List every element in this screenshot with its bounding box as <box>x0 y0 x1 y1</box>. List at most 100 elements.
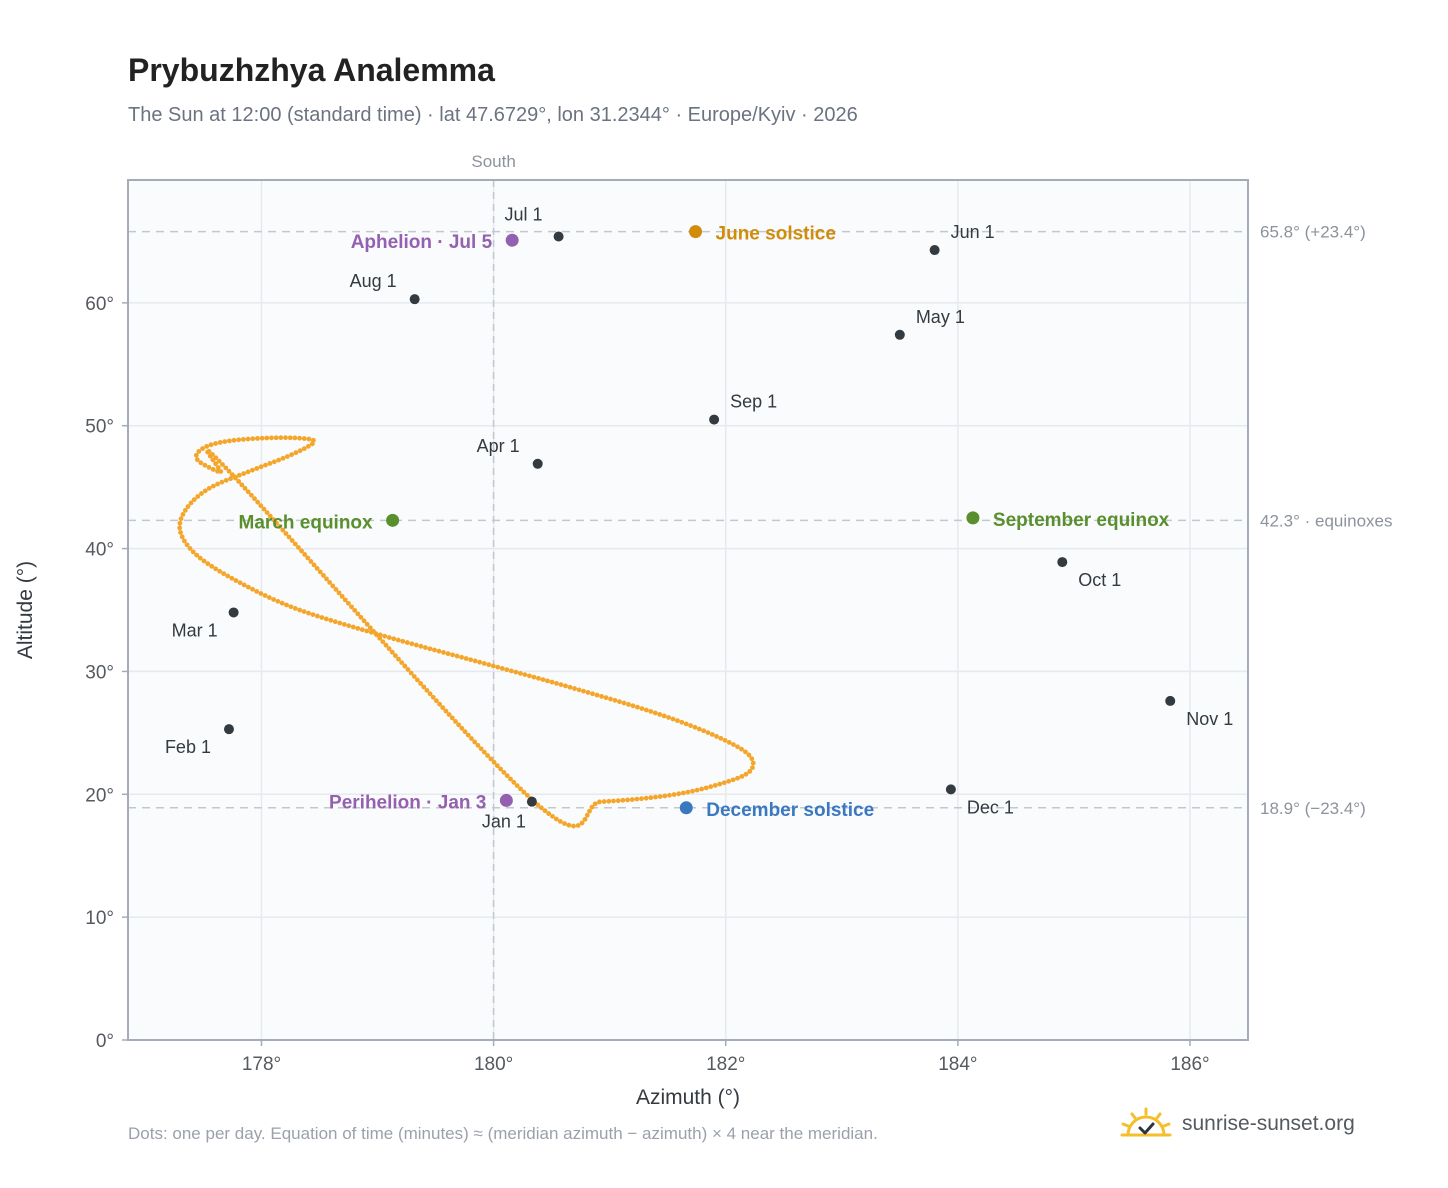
month-marker <box>409 294 420 305</box>
daily-sun-dot <box>703 785 709 791</box>
daily-sun-dot <box>746 752 752 758</box>
daily-sun-dot <box>709 732 715 737</box>
daily-sun-dot <box>666 715 671 720</box>
daily-sun-dot <box>634 796 640 802</box>
daily-sun-dot <box>739 774 745 779</box>
daily-sun-dot <box>255 499 261 505</box>
daily-sun-dot <box>478 746 484 752</box>
daily-sun-dot <box>229 575 235 581</box>
event-marker <box>966 511 980 525</box>
daily-sun-dot <box>453 718 458 724</box>
daily-sun-dot <box>750 765 755 771</box>
brand[interactable]: sunrise-sunset.org <box>1120 1104 1355 1144</box>
daily-sun-dot <box>220 462 225 467</box>
daily-sun-dot <box>440 705 446 711</box>
daily-sun-dot <box>667 792 672 798</box>
daily-sun-dot <box>566 822 572 828</box>
daily-sun-dot <box>209 563 215 569</box>
brand-name[interactable]: sunrise-sunset.org <box>1182 1112 1355 1135</box>
daily-sun-dot <box>437 701 442 707</box>
chart-subtitle: The Sun at 12:00 (standard time) · lat 4… <box>128 104 858 126</box>
daily-sun-dot <box>202 488 208 494</box>
daily-sun-dot <box>231 437 237 443</box>
daily-sun-dot <box>241 471 247 477</box>
daily-sun-dot <box>620 797 626 803</box>
daily-sun-dot <box>676 791 682 797</box>
daily-sun-dot <box>240 436 246 442</box>
daily-sun-dot <box>275 598 281 604</box>
daily-sun-dot <box>495 664 501 670</box>
reference-line-label: 18.9° (−23.4°) <box>1260 799 1366 818</box>
daily-sun-dot <box>721 780 727 786</box>
daily-sun-dot <box>255 436 260 441</box>
daily-sun-dot <box>259 435 265 441</box>
daily-sun-dot <box>197 555 203 561</box>
daily-sun-dot <box>216 458 222 464</box>
daily-sun-dot <box>236 479 242 484</box>
daily-sun-dot <box>280 527 286 533</box>
chart-title: Prybuzhzhya Analemma <box>128 52 495 88</box>
daily-sun-dot <box>696 726 702 732</box>
daily-sun-dot <box>587 808 592 814</box>
daily-sun-dot <box>223 477 229 483</box>
daily-sun-dot <box>572 686 577 691</box>
daily-sun-dot <box>685 789 691 795</box>
daily-sun-dot <box>201 558 207 564</box>
daily-sun-dot <box>245 584 251 590</box>
daily-sun-dot <box>296 545 301 550</box>
daily-sun-dot <box>465 732 471 738</box>
daily-sun-dot <box>321 573 326 578</box>
plot-frame <box>127 179 1249 1041</box>
daily-sun-dot <box>459 654 465 660</box>
daily-sun-dot <box>217 440 223 445</box>
daily-sun-dot <box>508 668 514 674</box>
month-label: Aug 1 <box>350 271 397 291</box>
month-label: Nov 1 <box>1186 709 1233 729</box>
daily-sun-dot <box>449 715 455 721</box>
daily-sun-dot <box>692 724 698 730</box>
event-marker <box>689 225 703 239</box>
daily-sun-dot <box>648 709 654 714</box>
reference-line-label: 42.3° · equinoxes <box>1260 511 1393 530</box>
daily-sun-dot <box>380 639 386 645</box>
daily-sun-dot <box>371 628 376 634</box>
daily-sun-dot <box>643 707 649 713</box>
daily-sun-dot <box>355 625 361 631</box>
daily-sun-dot <box>477 659 483 665</box>
month-marker <box>228 607 239 618</box>
daily-sun-dot <box>278 435 284 441</box>
daily-sun-dot <box>629 797 635 802</box>
daily-sun-dot <box>279 600 285 606</box>
daily-sun-dot <box>361 618 367 624</box>
daily-sun-dot <box>423 645 428 650</box>
daily-sun-dot <box>504 773 510 779</box>
daily-sun-dot <box>443 708 449 714</box>
plot-area <box>128 180 1248 1040</box>
daily-sun-dot <box>264 435 270 441</box>
daily-sun-dot <box>191 497 197 502</box>
month-label: Apr 1 <box>477 436 520 456</box>
meridian-label: South <box>471 152 515 171</box>
daily-sun-dot <box>488 756 494 762</box>
daily-sun-dot <box>427 646 433 652</box>
month-marker <box>532 458 543 469</box>
daily-sun-dot <box>185 504 191 509</box>
daily-sun-dot <box>213 441 218 446</box>
x-tick-label: 182° <box>706 1054 745 1075</box>
daily-sun-dot <box>408 670 414 676</box>
daily-sun-dot <box>522 672 528 678</box>
daily-sun-dot <box>592 801 598 807</box>
daily-sun-dot <box>731 742 736 747</box>
daily-sun-dot <box>249 467 255 473</box>
daily-sun-dot <box>297 607 303 613</box>
daily-sun-dot <box>701 728 707 734</box>
daily-sun-dot <box>683 721 689 727</box>
daily-sun-dot <box>567 684 573 690</box>
daily-sun-dot <box>454 653 460 659</box>
event-marker <box>679 801 693 815</box>
daily-sun-dot <box>374 632 379 638</box>
event-label: June solstice <box>716 224 836 245</box>
daily-sun-dot <box>226 468 232 474</box>
month-marker <box>894 329 905 340</box>
daily-sun-dot <box>415 677 420 683</box>
